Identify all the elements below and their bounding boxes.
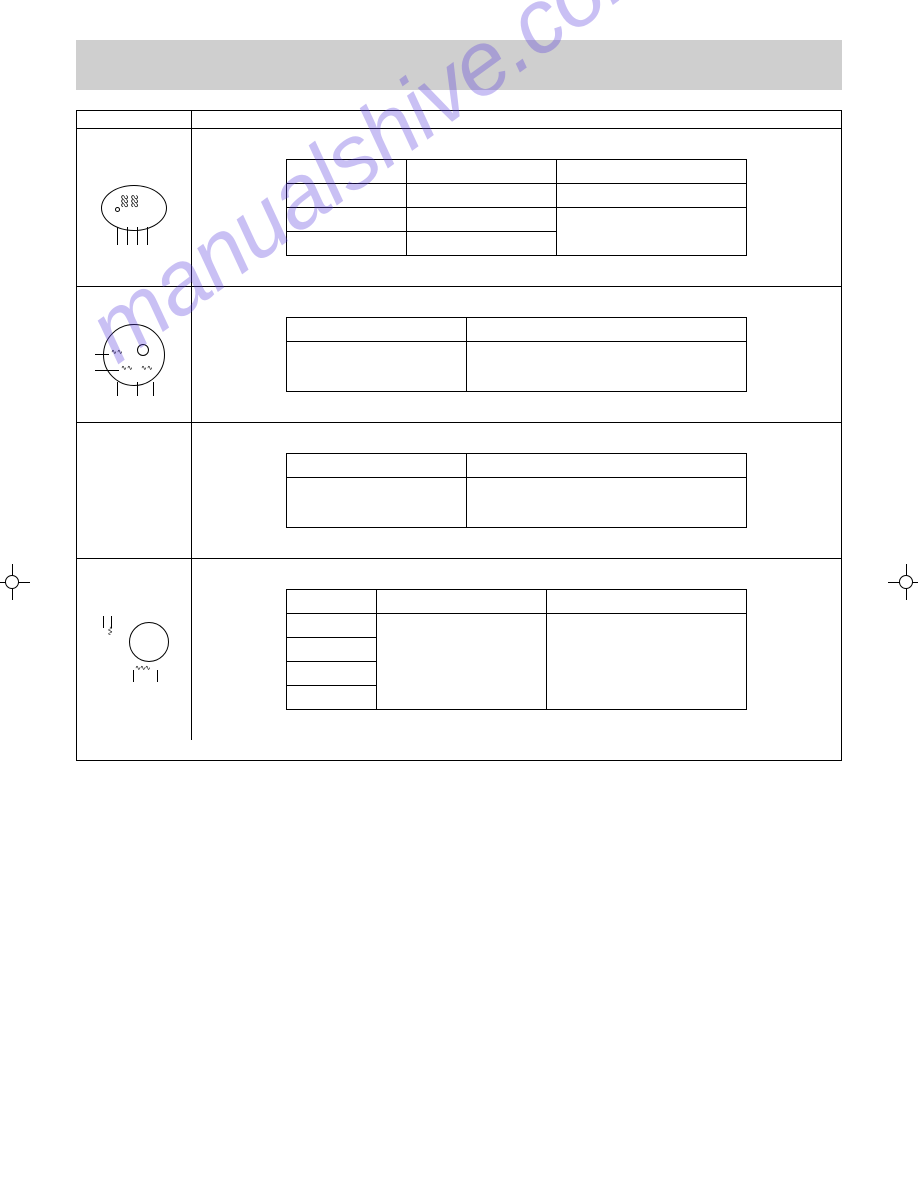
- header-bar: [76, 40, 842, 90]
- inner-table-4: [286, 589, 747, 710]
- plain-coil-icon: ∿∿ ∿∿∿: [99, 622, 169, 678]
- circle-schematic-icon: ∿∿ ∿∿ ∿∿: [103, 324, 165, 386]
- table-row: ᔓᔓᔓ ᔓᔓᔓ: [77, 128, 841, 286]
- table-row: [77, 422, 841, 558]
- table-header-row: [77, 110, 841, 128]
- inner-table-3: [286, 453, 747, 528]
- oval-schematic-icon: ᔓᔓᔓ ᔓᔓᔓ: [101, 185, 167, 231]
- table-row: ∿∿ ∿∿∿: [77, 558, 841, 760]
- inner-table-1: [286, 159, 747, 256]
- table-row: ∿∿ ∿∿ ∿∿: [77, 286, 841, 422]
- inner-table-2: [286, 317, 747, 392]
- page-content: ᔓᔓᔓ ᔓᔓᔓ: [76, 40, 842, 761]
- crop-mark-left: [0, 564, 30, 600]
- crop-mark-right: [888, 564, 918, 600]
- main-spec-table: ᔓᔓᔓ ᔓᔓᔓ: [76, 110, 842, 761]
